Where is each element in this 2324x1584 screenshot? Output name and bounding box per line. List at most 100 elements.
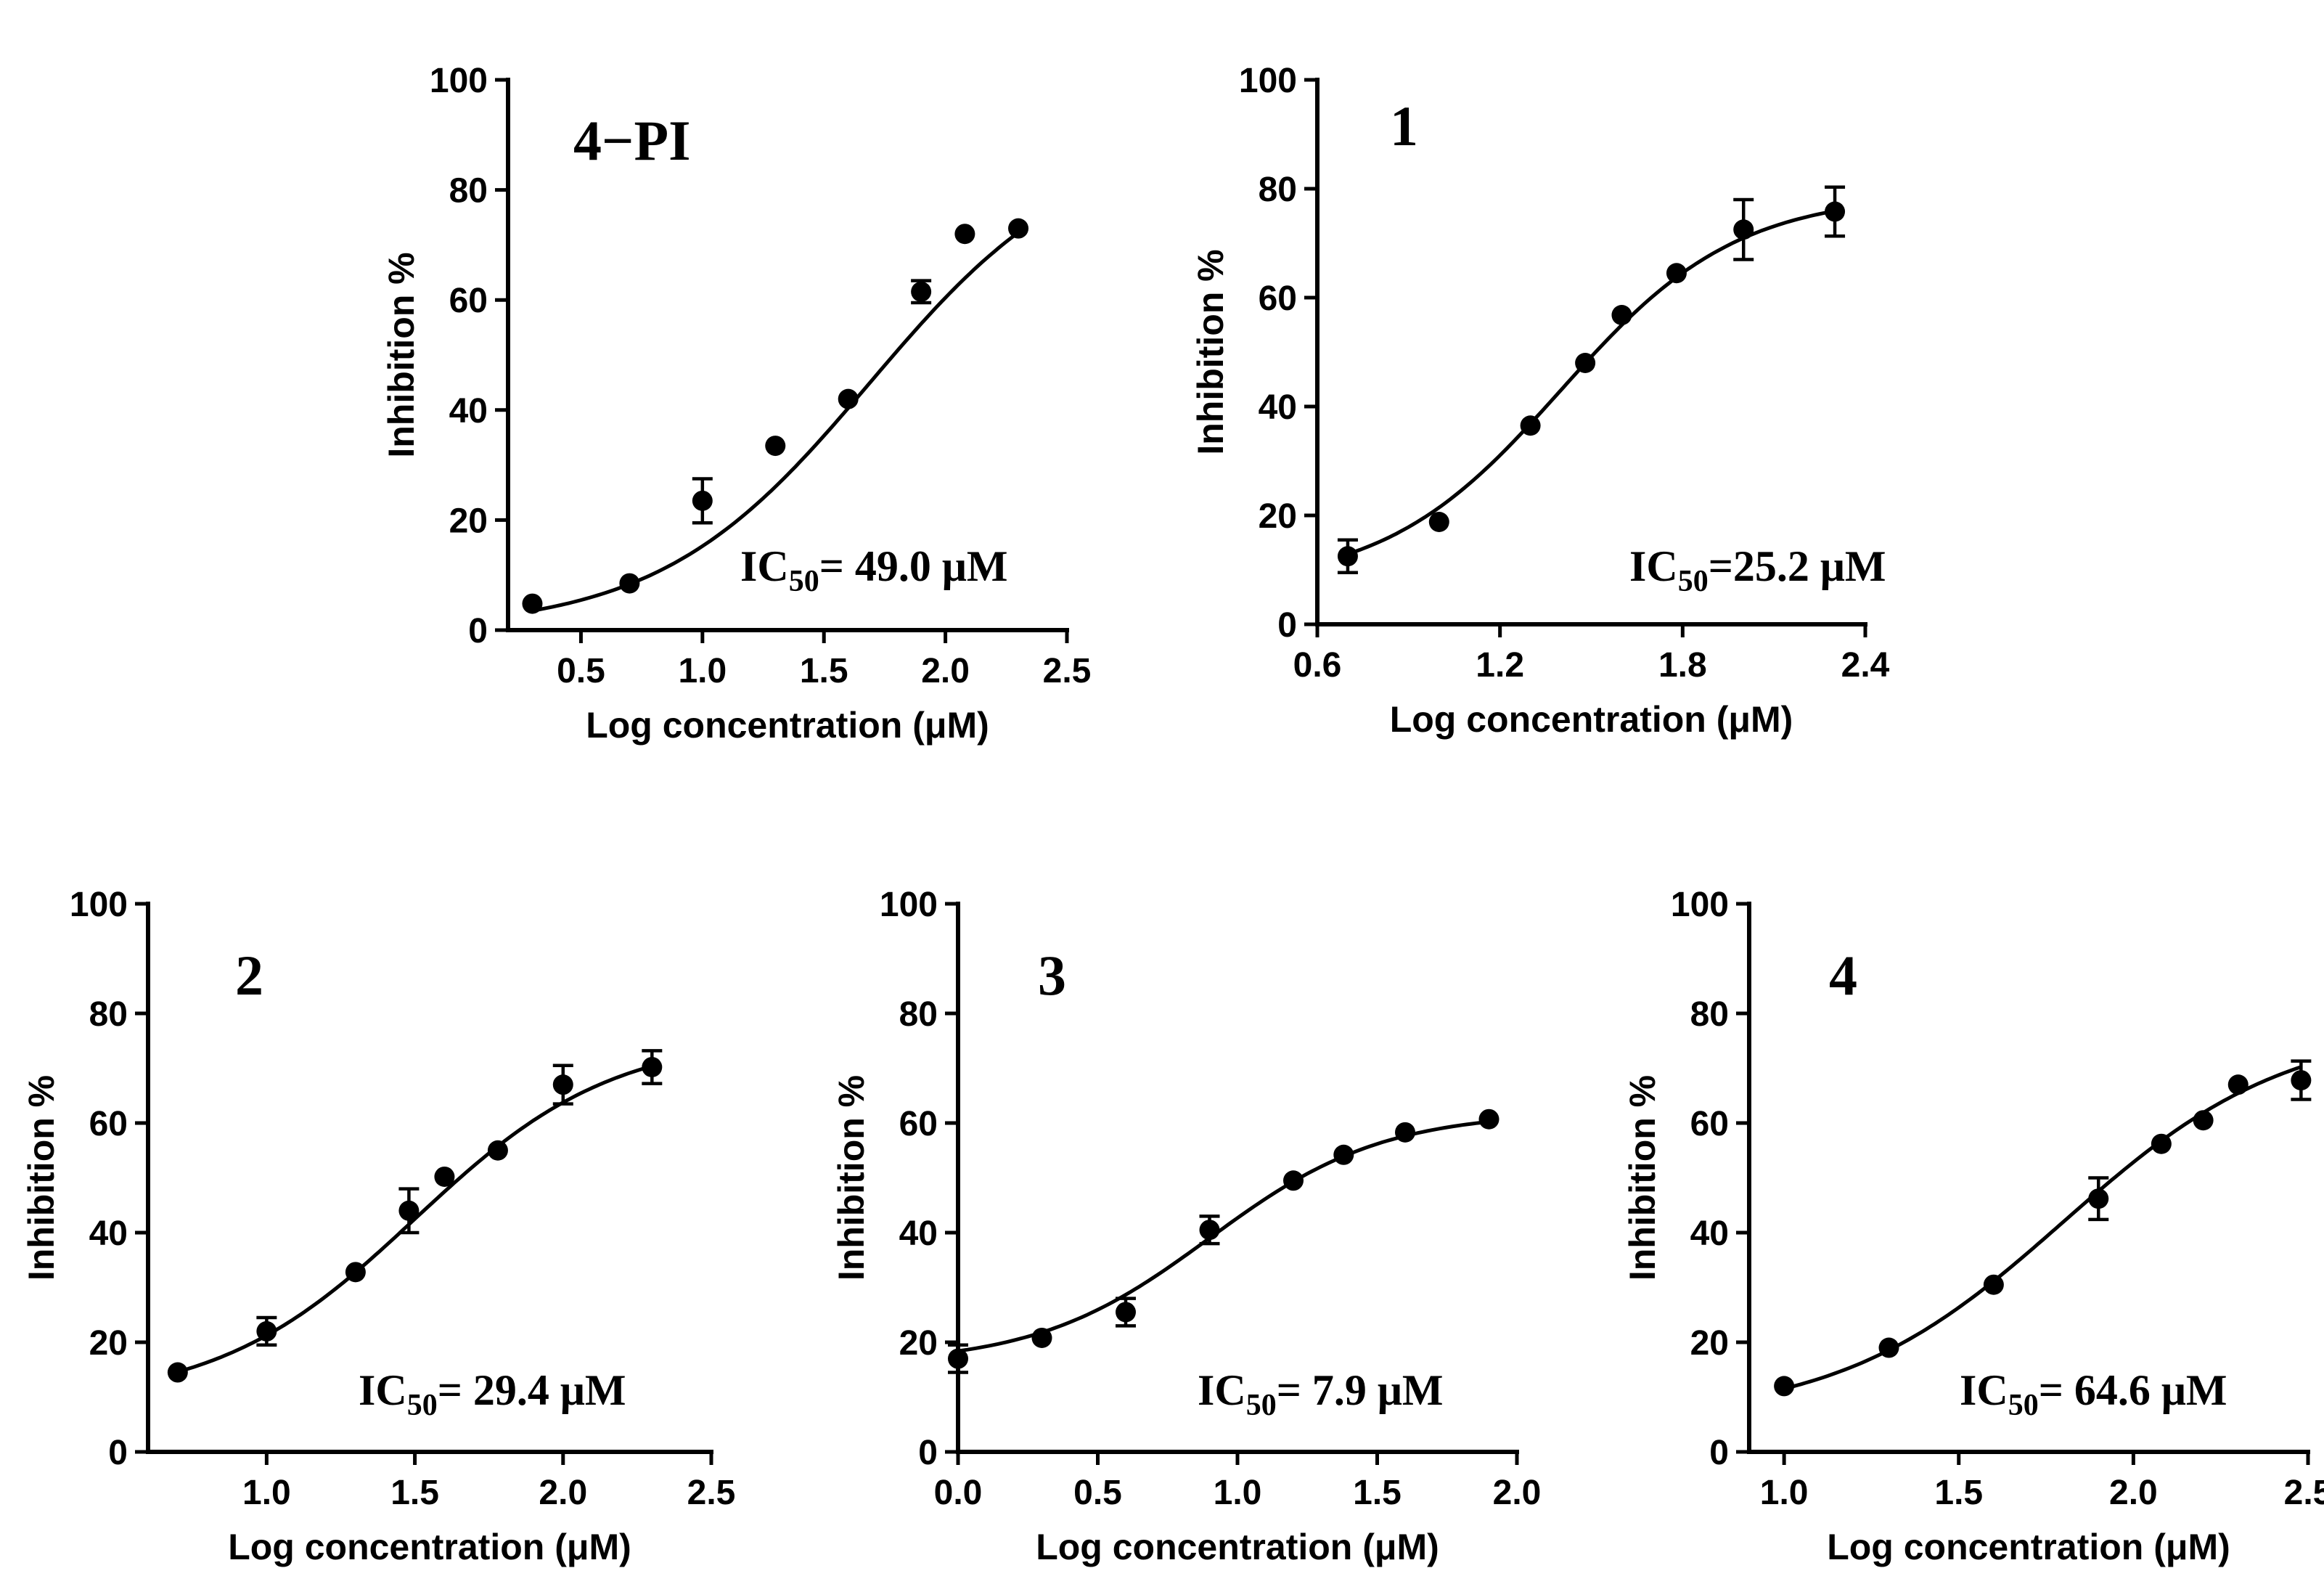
panel-title: 4−PI [573,109,690,172]
x-tick-label: 1.0 [1214,1474,1262,1512]
data-point [398,1200,420,1221]
y-tick-label: 40 [89,1214,128,1253]
data-point [1031,1327,1052,1348]
y-tick-label: 40 [1690,1214,1729,1253]
y-tick-label: 0 [1277,606,1297,645]
x-tick-label: 1.2 [1476,646,1524,685]
x-tick-label: 2.5 [1043,652,1092,690]
y-axis-title: Inhibition % [1622,1075,1663,1281]
data-point [1333,1144,1354,1165]
y-tick-label: 0 [468,612,488,650]
ic50-label: IC50=25.2 μM [1629,542,1886,598]
x-tick-label: 1.8 [1658,646,1707,685]
ic50-prefix: IC [1198,1366,1246,1414]
data-point [256,1320,277,1342]
data-point [1337,546,1358,567]
fit-curve [957,1119,1489,1353]
x-tick-label: 0.5 [1073,1474,1122,1512]
fit-curve [1347,209,1836,556]
y-tick-label: 80 [1690,995,1729,1034]
x-tick-label: 1.0 [678,652,727,690]
y-tick-label: 20 [1690,1324,1729,1363]
panel-title: 2 [235,944,263,1007]
x-tick-label: 2.0 [539,1474,587,1512]
data-point [838,388,859,409]
x-tick-label: 0.5 [557,652,605,690]
data-point [1666,263,1687,284]
y-tick-label: 100 [430,62,488,100]
y-tick-label: 100 [1239,62,1297,100]
data-point [1116,1302,1136,1323]
x-tick-label: 2.5 [2284,1474,2324,1512]
ic50-value: =25.2 μM [1709,542,1886,590]
ic50-subscript: 50 [2008,1389,2039,1422]
y-tick-label: 60 [449,282,488,320]
y-tick-label: 80 [899,995,938,1034]
data-point [345,1262,366,1283]
x-tick-label: 2.4 [1841,646,1890,685]
ic50-subscript: 50 [407,1389,438,1422]
data-point [1008,218,1029,239]
ic50-prefix: IC [1629,542,1678,590]
ic50-label: IC50= 29.4 μM [359,1366,626,1422]
y-tick-label: 40 [899,1214,938,1253]
y-axis-title: Inhibition % [21,1075,62,1281]
x-tick-label: 1.0 [1760,1474,1809,1512]
data-point [1575,353,1596,373]
ic50-subscript: 50 [789,565,819,598]
ic50-subscript: 50 [1678,565,1709,598]
ic50-label: IC50= 64.6 μM [1960,1366,2227,1422]
chart-panel: 0 20 40 60 80 100 0.6 1.2 1.8 2.4 Log concentratio… [1190,62,1890,740]
chart-panel: 0 20 40 60 80 100 0.0 0.5 1.0 1.5 2.0 Log concentra… [831,886,1541,1567]
ic50-value: = 29.4 μM [438,1366,626,1414]
x-axis-title: Log concentration (μM) [1390,699,1793,740]
data-point [1428,512,1449,532]
data-point [2291,1070,2312,1091]
data-point [1520,415,1541,436]
y-tick-label: 80 [1259,171,1297,209]
y-tick-label: 80 [449,172,488,211]
x-tick-label: 1.5 [1353,1474,1402,1512]
panel-title: 1 [1390,94,1418,158]
y-tick-label: 20 [89,1324,128,1363]
y-tick-label: 40 [449,392,488,430]
data-point [552,1074,573,1095]
ic50-prefix: IC [740,542,789,590]
data-point [2193,1110,2214,1131]
ic50-label: IC50= 7.9 μM [1198,1366,1444,1422]
data-point [1774,1376,1795,1397]
y-tick-label: 100 [880,886,938,924]
chart-panel: 0 20 40 60 80 100 1.0 1.5 2.0 2.5 Log concentratio… [1622,886,2324,1567]
y-tick-label: 20 [1259,497,1297,536]
data-point [1733,219,1754,240]
data-point [522,593,543,614]
data-point [2088,1188,2109,1209]
data-point [434,1166,455,1187]
y-tick-label: 100 [1671,886,1729,924]
y-tick-label: 0 [918,1434,938,1472]
data-point [911,281,932,302]
x-tick-label: 2.0 [1493,1474,1542,1512]
x-tick-label: 2.0 [2109,1474,2158,1512]
x-tick-label: 0.6 [1293,646,1342,685]
ic50-value: = 49.0 μM [819,542,1008,590]
x-axis-title: Log concentration (μM) [1036,1527,1439,1567]
fit-curve [532,231,1020,613]
x-tick-label: 0.0 [934,1474,983,1512]
data-point [954,224,975,245]
data-point [1395,1122,1415,1143]
data-point [2227,1074,2249,1095]
x-tick-label: 1.5 [800,652,848,690]
data-point [167,1362,188,1383]
x-tick-label: 2.5 [687,1474,736,1512]
data-point [1611,305,1632,325]
y-tick-label: 100 [70,886,128,924]
y-tick-label: 20 [449,502,488,540]
x-axis-title: Log concentration (μM) [228,1527,631,1567]
data-point [765,436,786,457]
ic50-label: IC50= 49.0 μM [740,542,1008,598]
data-point [948,1348,968,1369]
x-tick-label: 2.0 [921,652,970,690]
y-tick-label: 60 [1259,279,1297,318]
